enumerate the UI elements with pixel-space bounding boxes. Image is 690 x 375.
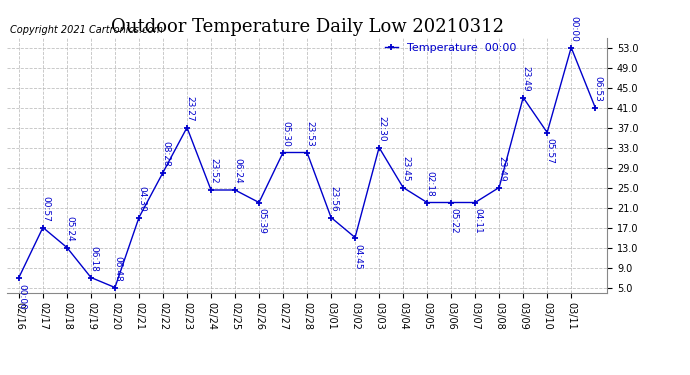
Text: 23:53: 23:53 [306, 121, 315, 147]
Text: 05:30: 05:30 [282, 121, 290, 147]
Text: 05:22: 05:22 [449, 209, 458, 234]
Text: 04:11: 04:11 [473, 209, 482, 234]
Text: 00:00: 00:00 [17, 284, 26, 309]
Text: Copyright 2021 Cartronics.com: Copyright 2021 Cartronics.com [10, 25, 163, 35]
Text: 23:45: 23:45 [402, 156, 411, 182]
Text: 00:00: 00:00 [569, 16, 578, 42]
Text: 05:24: 05:24 [66, 216, 75, 242]
Text: 22:30: 22:30 [377, 116, 386, 141]
Legend: Temperature  00:00: Temperature 00:00 [384, 43, 516, 53]
Text: 02:18: 02:18 [426, 171, 435, 196]
Text: 23:49: 23:49 [522, 66, 531, 92]
Text: 04:45: 04:45 [353, 243, 362, 269]
Text: 05:57: 05:57 [546, 138, 555, 164]
Text: 08:28: 08:28 [161, 141, 170, 166]
Text: 23:52: 23:52 [209, 158, 218, 184]
Text: 06:53: 06:53 [593, 76, 602, 102]
Text: 23:56: 23:56 [329, 186, 338, 211]
Text: 06:48: 06:48 [113, 256, 122, 282]
Text: 04:30: 04:30 [137, 186, 146, 211]
Text: 23:49: 23:49 [497, 156, 506, 182]
Text: 05:39: 05:39 [257, 209, 266, 234]
Text: 06:24: 06:24 [233, 158, 242, 184]
Text: 06:18: 06:18 [89, 246, 98, 272]
Text: 00:57: 00:57 [41, 196, 50, 222]
Title: Outdoor Temperature Daily Low 20210312: Outdoor Temperature Daily Low 20210312 [110, 18, 504, 36]
Text: 23:27: 23:27 [186, 96, 195, 122]
